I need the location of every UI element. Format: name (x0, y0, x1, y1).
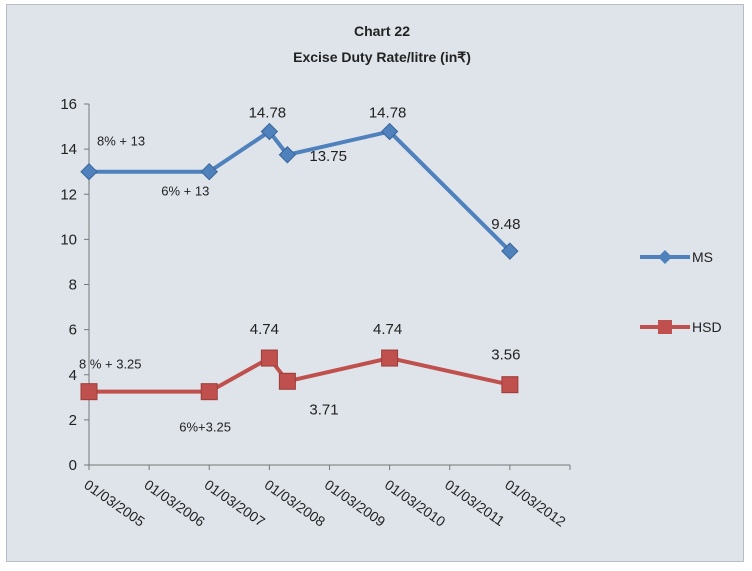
x-tick-label: 01/03/2012 (502, 476, 569, 529)
data-label: 3.56 (491, 347, 520, 364)
x-tick-label: 01/03/2007 (202, 476, 269, 529)
chart-subtitle: Excise Duty Rate/litre (in₹) (293, 49, 471, 65)
y-tick-label: 6 (69, 322, 77, 339)
data-label: 9.48 (491, 216, 520, 233)
series-line-hsd (89, 356, 511, 394)
data-point-hsd (381, 349, 399, 367)
data-point-hsd (200, 383, 218, 401)
data-point-hsd (260, 349, 278, 367)
y-tick-label: 4 (69, 367, 77, 384)
x-tick-label: 01/03/2006 (141, 476, 208, 529)
y-tick-label: 14 (60, 141, 77, 158)
data-label: 14.78 (369, 105, 407, 122)
x-tick-label: 01/03/2008 (262, 476, 329, 529)
x-tick-label: 01/03/2009 (322, 476, 389, 529)
x-tick-label: 01/03/2005 (81, 476, 148, 529)
data-label: 14.78 (249, 105, 287, 122)
y-tick-label: 16 (60, 96, 77, 113)
data-point-ms (380, 122, 399, 141)
data-label: 8 % + 3.25 (79, 357, 142, 372)
data-label: 6%+3.25 (179, 420, 231, 435)
y-tick-label: 10 (60, 231, 77, 248)
data-label: 8% + 13 (97, 134, 145, 149)
legend-label-ms: MS (692, 249, 713, 265)
legend-marker-ms (658, 250, 672, 264)
data-labels: 8% + 13 6% + 13 14.78 13.75 14.78 9.48 8 % + 3… (79, 105, 520, 435)
y-tick-label: 0 (69, 457, 77, 474)
data-point-ms (260, 122, 279, 141)
data-point-hsd (80, 383, 98, 401)
chart-title: Chart 22 (354, 23, 410, 39)
chart-frame (6, 4, 744, 562)
legend: MS HSD (640, 249, 722, 335)
data-point-ms (278, 146, 297, 164)
data-point-hsd (278, 372, 296, 390)
data-label: 4.74 (373, 321, 402, 338)
data-point-hsd (501, 376, 519, 394)
y-tick-label: 2 (69, 412, 77, 429)
y-tick-label: 8 (69, 277, 77, 294)
series-line-ms (89, 129, 512, 253)
legend-label-hsd: HSD (692, 319, 722, 335)
x-tick-label: 01/03/2010 (382, 476, 449, 529)
data-point-ms (80, 162, 98, 181)
data-point-ms (501, 242, 519, 260)
legend-marker-hsd (658, 320, 672, 334)
y-tick-label: 12 (60, 186, 77, 203)
data-label: 4.74 (250, 321, 279, 338)
data-label: 6% + 13 (161, 184, 209, 199)
data-point-ms (200, 162, 218, 181)
series-layer (80, 122, 519, 401)
x-tick-label: 01/03/2011 (442, 476, 508, 529)
data-label: 3.71 (309, 401, 338, 418)
data-label: 13.75 (309, 148, 347, 165)
